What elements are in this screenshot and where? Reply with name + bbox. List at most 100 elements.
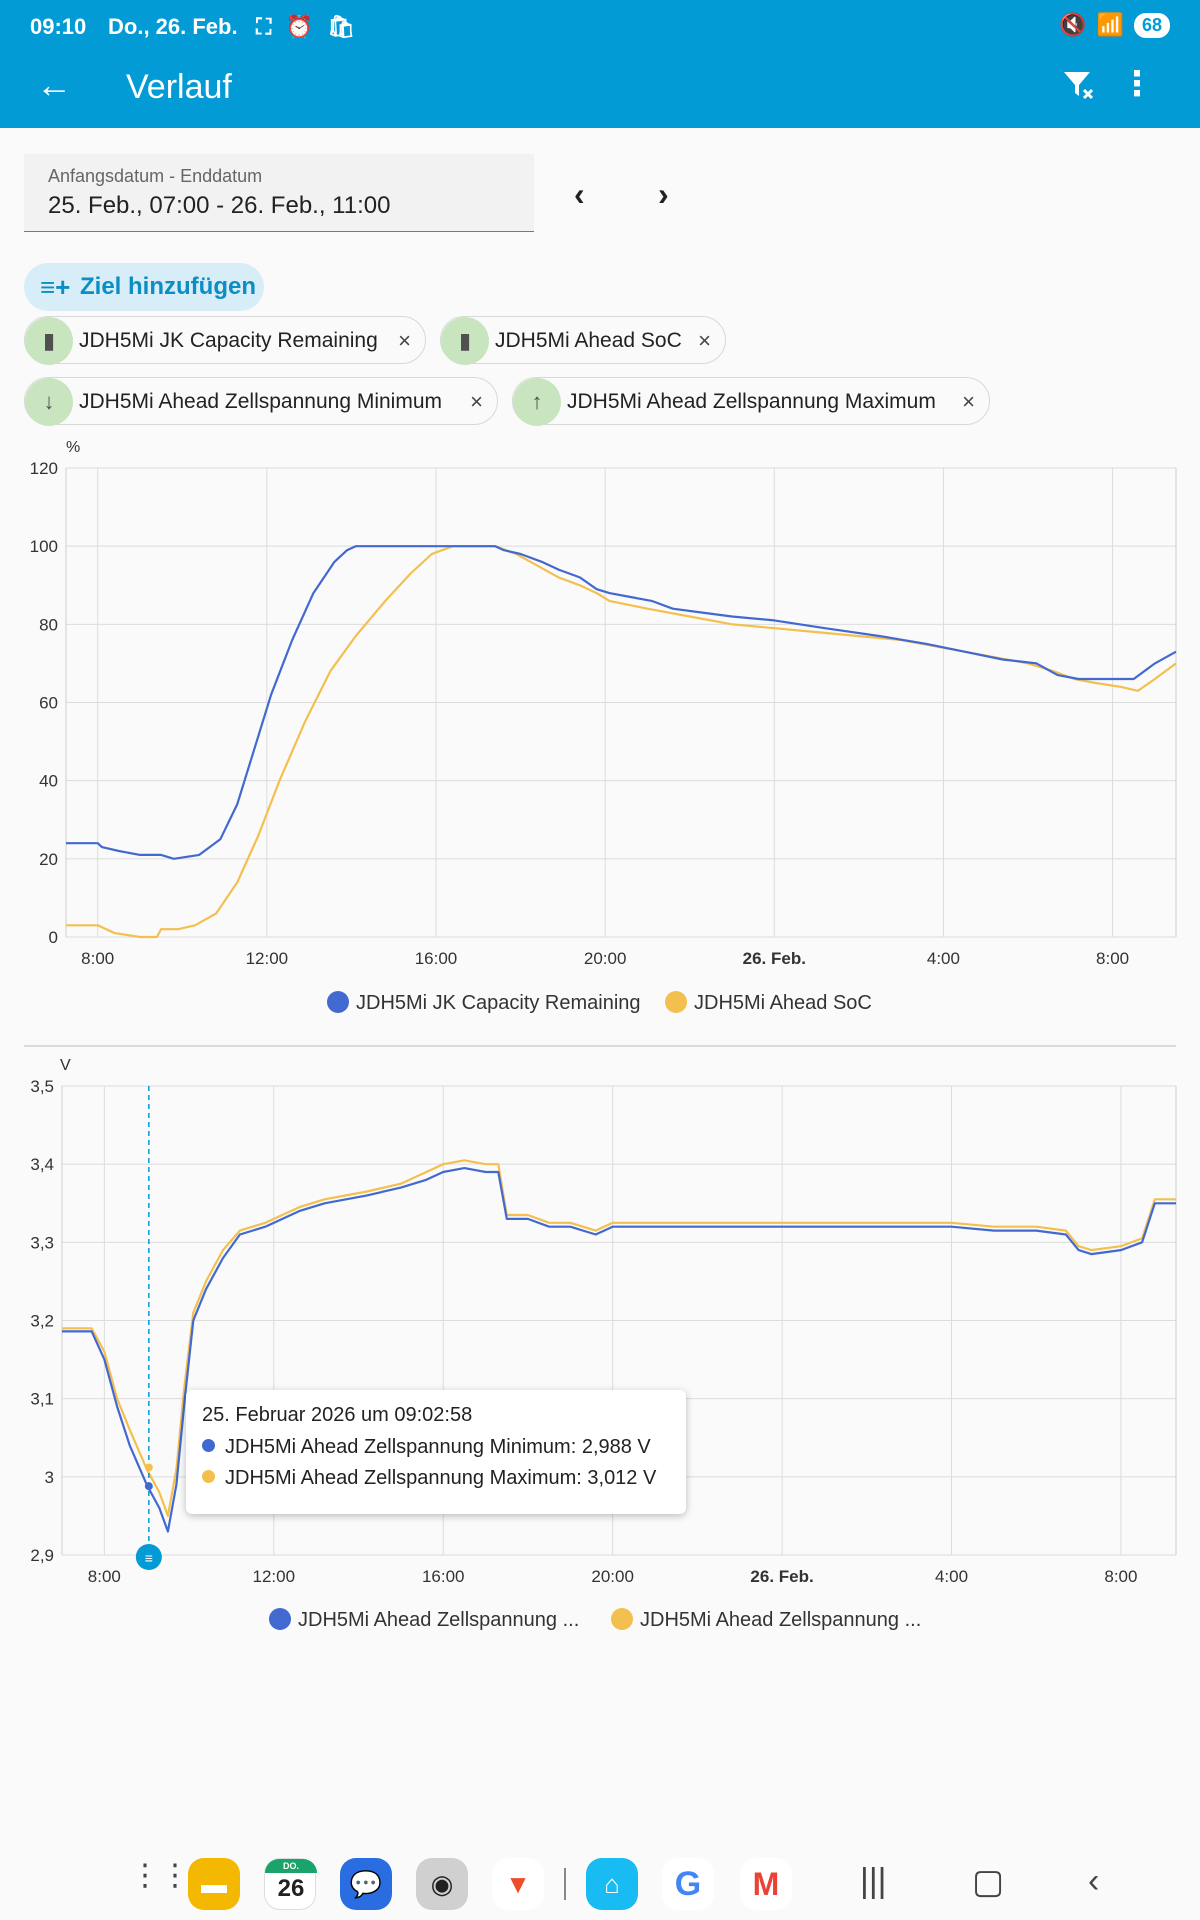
close-icon[interactable]: ×	[398, 328, 411, 353]
google-app-icon[interactable]: G	[662, 1858, 714, 1910]
x-tick-label: 26. Feb.	[743, 949, 806, 968]
recent-apps-icon[interactable]: |||	[860, 1862, 887, 1900]
filter-clear-icon[interactable]	[1060, 66, 1096, 110]
y-tick-label: 60	[39, 694, 58, 713]
more-vert-icon[interactable]: ⋮	[1120, 65, 1154, 103]
cursor-handle	[135, 1544, 162, 1570]
target-chip[interactable]: ▮ JDH5Mi Ahead SoC ×	[440, 316, 726, 365]
cursor-handle-icon: ≡	[145, 1550, 153, 1566]
bag-icon: 🛍	[327, 14, 359, 39]
battery-icon: ▮	[441, 317, 489, 365]
mute-icon: 🔇	[1059, 12, 1087, 37]
target-chip[interactable]: ↑ JDH5Mi Ahead Zellspannung Maximum ×	[512, 377, 990, 426]
x-tick-label: 12:00	[246, 949, 289, 968]
close-icon[interactable]: ×	[962, 389, 975, 414]
x-tick-label: 20:00	[584, 949, 627, 968]
files-app-icon[interactable]: ▬	[188, 1858, 240, 1910]
home-icon[interactable]: ▢	[972, 1863, 1005, 1901]
y-axis-unit: %	[66, 439, 80, 456]
close-icon[interactable]: ×	[698, 328, 711, 353]
x-tick-label: 4:00	[927, 949, 960, 968]
page-title: Verlauf	[126, 68, 232, 106]
cursor-point-max	[144, 1463, 153, 1472]
date-range-label: Anfangsdatum - Enddatum	[48, 166, 263, 186]
app-bar: ← Verlauf ⋮	[0, 52, 1200, 128]
x-tick-label: 16:00	[415, 949, 458, 968]
x-tick-label: 8:00	[88, 1567, 121, 1586]
arrow-up-icon: ↑	[513, 378, 561, 426]
status-system-icons: 🔇 📶 68	[1059, 12, 1170, 38]
chart-tooltip: 25. Februar 2026 um 09:02:58 JDH5Mi Ahea…	[186, 1390, 686, 1514]
chip-label: JDH5Mi Ahead Zellspannung Maximum	[567, 390, 936, 413]
chip-label: JDH5Mi Ahead SoC	[495, 329, 682, 352]
taskbar: ⋮⋮⋮ ▬ DO. 26 💬 ◉ ▼ ⌂ G M ||| ▢ ‹	[0, 1848, 1200, 1920]
status-notification-icons: ⛶ ⏰ 🛍	[256, 14, 359, 40]
chevron-left-icon[interactable]: ‹	[574, 176, 585, 212]
x-tick-label: 20:00	[591, 1567, 634, 1586]
series-line	[66, 545, 1177, 860]
y-tick-label: 100	[30, 537, 58, 556]
series-dot	[202, 1439, 215, 1452]
chip-label: JDH5Mi JK Capacity Remaining	[79, 329, 378, 352]
alarm-icon: ⏰	[285, 14, 317, 39]
x-tick-label: 8:00	[1104, 1567, 1137, 1586]
series-line	[62, 1167, 1176, 1533]
status-time: 09:10	[30, 14, 87, 39]
x-tick-label: 26. Feb.	[750, 1567, 813, 1586]
messages-app-icon[interactable]: 💬	[340, 1858, 392, 1910]
target-chip[interactable]: ▮ JDH5Mi JK Capacity Remaining ×	[24, 316, 426, 365]
legend-marker	[269, 1608, 291, 1630]
y-tick-label: 80	[39, 615, 58, 634]
add-target-button[interactable]: ≡+ Ziel hinzufügen	[24, 263, 264, 311]
legend-marker	[611, 1608, 633, 1630]
x-tick-label: 4:00	[935, 1567, 968, 1586]
brave-app-icon[interactable]: ▼	[492, 1858, 544, 1910]
legend-marker	[327, 991, 349, 1013]
wifi-icon: 📶	[1096, 12, 1124, 37]
series-dot	[202, 1470, 215, 1483]
home-assistant-app-icon[interactable]: ⌂	[586, 1858, 638, 1910]
history-charts: 0 20 40 60 80 100 120 8:00 12:00 16:00 20:00 26. Fe…	[24, 439, 1177, 1631]
status-date: Do., 26. Feb.	[108, 14, 238, 39]
y-axis-unit: V	[60, 1057, 71, 1074]
date-range-field[interactable]: Anfangsdatum - Enddatum 25. Feb., 07:00 …	[24, 154, 534, 232]
y-tick-label: 0	[49, 928, 58, 947]
y-tick-label: 3,1	[30, 1390, 54, 1409]
y-tick-label: 3,4	[30, 1155, 54, 1174]
date-range-value: 25. Feb., 07:00 - 26. Feb., 11:00	[48, 192, 391, 219]
series-line	[66, 545, 1177, 939]
battery-icon: ▮	[25, 317, 73, 365]
y-tick-label: 20	[39, 850, 58, 869]
legend-marker	[665, 991, 687, 1013]
dock-divider	[564, 1868, 566, 1900]
screenshot-icon: ⛶	[256, 14, 276, 39]
legend-label: JDH5Mi Ahead Zellspannung ...	[640, 1609, 921, 1631]
playlist-add-icon: ≡+	[40, 272, 71, 302]
x-tick-label: 8:00	[1096, 949, 1129, 968]
y-tick-label: 120	[30, 459, 58, 478]
y-tick-label: 40	[39, 772, 58, 791]
arrow-left-icon[interactable]: ←	[36, 64, 72, 105]
chevron-right-icon[interactable]: ›	[658, 176, 669, 212]
back-nav-icon[interactable]: ‹	[1088, 1862, 1100, 1900]
tooltip-row: JDH5Mi Ahead Zellspannung Minimum: 2,988…	[202, 1436, 651, 1459]
calendar-app-icon[interactable]: DO. 26	[264, 1858, 317, 1910]
gmail-app-icon[interactable]: M	[740, 1858, 792, 1910]
y-tick-label: 3	[45, 1468, 54, 1487]
x-tick-label: 16:00	[422, 1567, 465, 1586]
target-chip[interactable]: ↓ JDH5Mi Ahead Zellspannung Minimum ×	[24, 377, 498, 426]
cursor-point-min	[144, 1482, 153, 1491]
y-tick-label: 3,5	[30, 1077, 54, 1096]
camera-app-icon[interactable]: ◉	[416, 1858, 468, 1910]
arrow-down-icon: ↓	[25, 378, 73, 426]
calendar-weekday: DO.	[265, 1859, 317, 1873]
legend-label: JDH5Mi Ahead SoC	[694, 992, 872, 1014]
y-tick-label: 3,2	[30, 1312, 54, 1331]
close-icon[interactable]: ×	[470, 389, 483, 414]
legend-label: JDH5Mi JK Capacity Remaining	[356, 992, 641, 1014]
x-tick-label: 8:00	[81, 949, 114, 968]
tooltip-row-text: JDH5Mi Ahead Zellspannung Minimum: 2,988…	[225, 1436, 651, 1458]
calendar-day: 26	[277, 1875, 305, 1902]
battery-indicator: 68	[1133, 12, 1170, 38]
chip-label: JDH5Mi Ahead Zellspannung Minimum	[79, 390, 442, 413]
